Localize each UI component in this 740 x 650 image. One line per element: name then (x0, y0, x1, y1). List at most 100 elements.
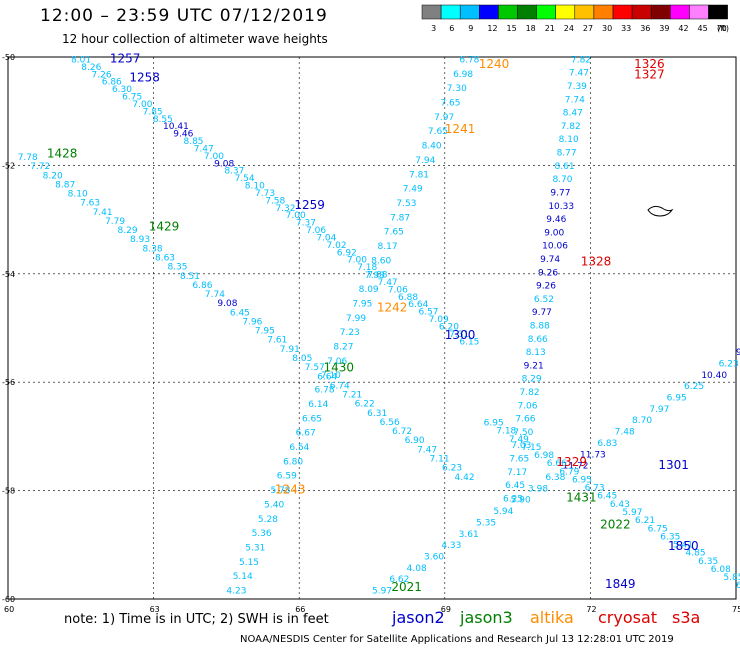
swh-value: 8.93 (130, 235, 150, 245)
swh-value: 6.43 (610, 500, 630, 510)
swh-value: 8.05 (292, 354, 312, 364)
swh-value: 5.28 (258, 515, 278, 525)
swh-value: 8.27 (333, 343, 353, 353)
swh-value: 7.57 (305, 363, 325, 373)
swh-value: 6.78 (315, 386, 335, 396)
colorbar-swatch (421, 4, 442, 20)
swh-value: 6.98 (453, 70, 473, 80)
swh-value: 8.10 (68, 190, 88, 200)
swh-value: 7.30 (447, 84, 467, 94)
colorbar: 3 6 9 12 15 18 21 24 27 30 33 36 39 42 45 70(ft) (421, 4, 729, 33)
legend-s3a: s3a (672, 608, 701, 627)
colorbar-label: 39 (659, 24, 669, 33)
swh-value: 9.21 (524, 361, 544, 371)
track-values: 8.018.267.266.866.306.757.007.858.5510.4… (18, 55, 740, 596)
swh-value: 6.79 (559, 467, 579, 477)
swh-value: 5.31 (245, 544, 265, 554)
swh-value: 8.51 (180, 272, 200, 282)
swh-value: 6.08 (711, 565, 731, 575)
swh-value: 6.64 (408, 300, 428, 310)
swh-value: 7.82 (561, 122, 581, 132)
swh-value: 7.31 (449, 330, 469, 340)
swh-value: 7.23 (340, 328, 360, 338)
swh-value: 4.42 (455, 473, 475, 483)
colorbar-label: 9 (468, 24, 473, 33)
colorbar-swatch (440, 4, 461, 20)
swh-value: 7.66 (515, 415, 535, 425)
swh-value: 6.62 (389, 575, 409, 585)
pass-time-label: 1257 (110, 51, 141, 65)
swh-value: 5.35 (476, 518, 496, 528)
colorbar-swatch (612, 4, 633, 20)
colorbar-unit: (ft) (717, 24, 729, 33)
swh-value: 7.11 (430, 454, 450, 464)
swh-value: 11.73 (580, 450, 606, 460)
swh-value: 6.31 (367, 409, 387, 419)
swh-value: 7.47 (417, 445, 437, 455)
swh-value: 4.23 (226, 587, 246, 597)
plot-frame (7, 56, 737, 600)
swh-value: 7.97 (649, 405, 669, 415)
swh-value: 6.45 (505, 481, 525, 491)
swh-value: 6.88 (398, 293, 418, 303)
pass-time-label: 2021 (391, 580, 422, 594)
swh-value: 5.14 (233, 572, 253, 582)
pass-time-label: 1329 (556, 455, 587, 469)
lat-tick-label: -50 (2, 53, 15, 62)
colorbar-label: 70 (717, 24, 727, 33)
colorbar-swatch (479, 4, 499, 20)
pass-time-label: 1326 (634, 57, 665, 71)
swh-value: 8.66 (528, 335, 548, 345)
swh-value: 3.98 (528, 484, 548, 494)
colorbar-label: 30 (602, 24, 612, 33)
swh-value: 6.45 (597, 492, 617, 502)
swh-value: 6.30 (112, 85, 132, 95)
island-outline (647, 205, 674, 217)
swh-value: 8.60 (371, 256, 391, 266)
swh-value: 8.55 (153, 115, 173, 125)
swh-value: 9.77 (532, 308, 552, 318)
colorbar-swatch (555, 4, 576, 20)
swh-value: 7.63 (80, 199, 100, 209)
swh-value: 7.95 (255, 327, 275, 337)
pass-time-label: 2022 (600, 518, 631, 532)
swh-value: 5.94 (493, 507, 513, 517)
swh-value: 8.10 (245, 182, 265, 192)
pass-time-label: 1300 (445, 328, 476, 342)
swh-value: 7.74 (205, 290, 225, 300)
swh-value: 6.72 (392, 427, 412, 437)
swh-value: 7.96 (242, 317, 262, 327)
legend-cryosat: cryosat (598, 608, 658, 627)
swh-value: 6.21 (635, 516, 655, 526)
swh-value: 7.94 (415, 156, 435, 166)
page-title: 12:00 – 23:59 UTC 07/12/2019 (40, 6, 328, 26)
swh-value: 7.54 (235, 174, 255, 184)
colorbar-swatch (536, 4, 556, 20)
swh-value: 9.00 (544, 228, 564, 238)
swh-value: 6.38 (545, 473, 565, 483)
swh-value: 5.97 (372, 587, 392, 597)
swh-value: 6.86 (192, 281, 212, 291)
pass-time-label: 1259 (294, 198, 325, 212)
swh-value: 5.97 (622, 508, 642, 518)
swh-value: 9.08 (214, 159, 234, 169)
swh-value: 6.64 (317, 372, 337, 382)
swh-value: 6.20 (439, 322, 459, 332)
swh-value: 8.40 (422, 142, 442, 152)
swh-value: 7.10 (321, 371, 341, 381)
legend-jason2: jason2 (392, 608, 445, 627)
swh-value: 6.22 (355, 400, 375, 410)
swh-value: 8.70 (552, 175, 572, 185)
swh-value: 3.60 (424, 553, 444, 563)
lon-tick-label: 63 (150, 605, 160, 614)
colorbar-swatch (689, 4, 709, 20)
swh-value: 6.74 (330, 381, 350, 391)
swh-value: 7.95 (352, 299, 372, 309)
swh-value: 7.72 (30, 162, 50, 172)
swh-value: 6.65 (302, 414, 322, 424)
swh-value: 8.47 (563, 109, 583, 119)
swh-value: 7.06 (327, 357, 347, 367)
swh-value: 8.38 (143, 244, 163, 254)
lon-tick-label: 69 (441, 605, 451, 614)
